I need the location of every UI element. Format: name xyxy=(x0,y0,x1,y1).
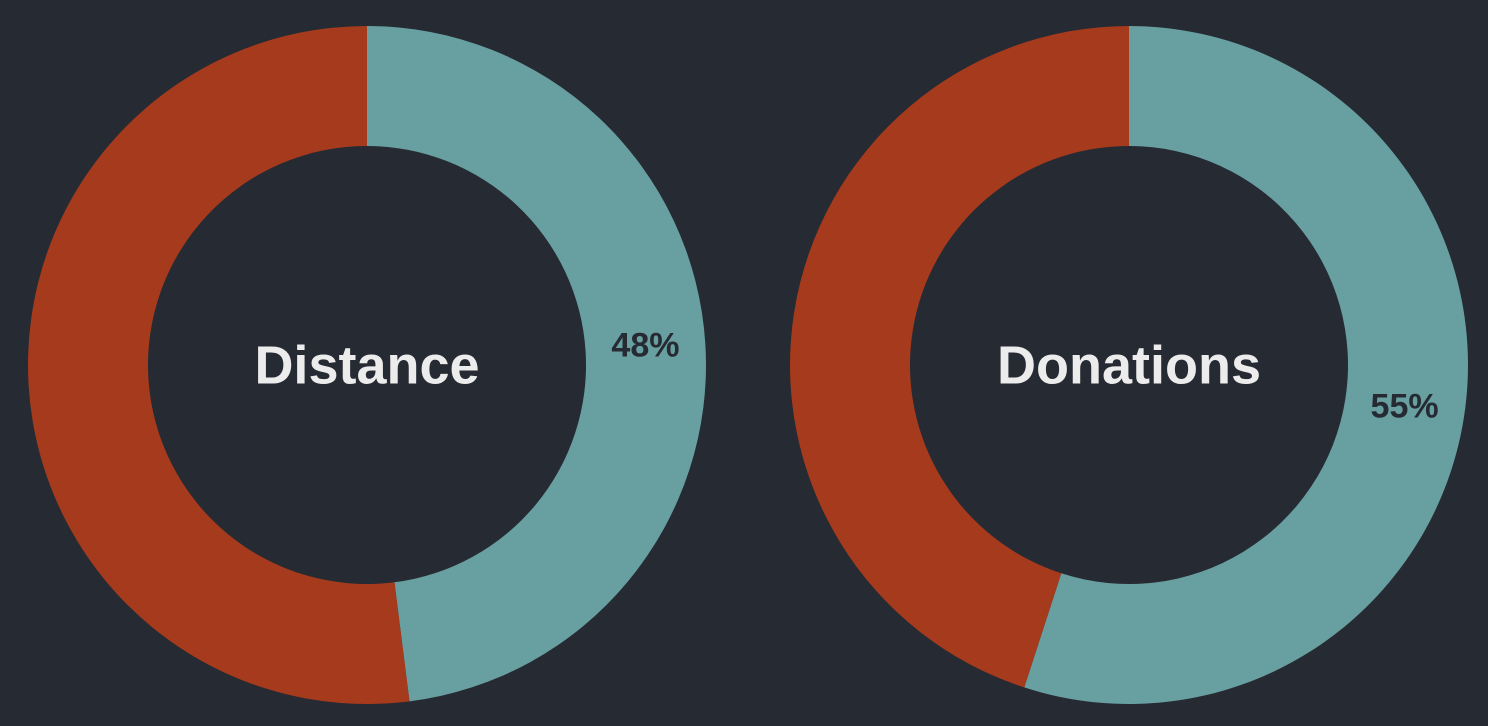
donut-chart-distance: Distance 48% xyxy=(28,26,707,704)
donut-center-title: Distance xyxy=(254,335,479,395)
donut-chart-donations: Donations 55% xyxy=(790,26,1469,704)
donut-center-title: Donations xyxy=(997,335,1261,395)
donut-slice-progress xyxy=(367,26,707,702)
donut-slice-progress xyxy=(1024,26,1469,704)
donut-percent-label: 48% xyxy=(611,326,679,364)
donut-slice-remainder xyxy=(28,26,410,704)
donut-percent-label: 55% xyxy=(1371,388,1439,426)
donut-slice-remainder xyxy=(790,26,1129,688)
